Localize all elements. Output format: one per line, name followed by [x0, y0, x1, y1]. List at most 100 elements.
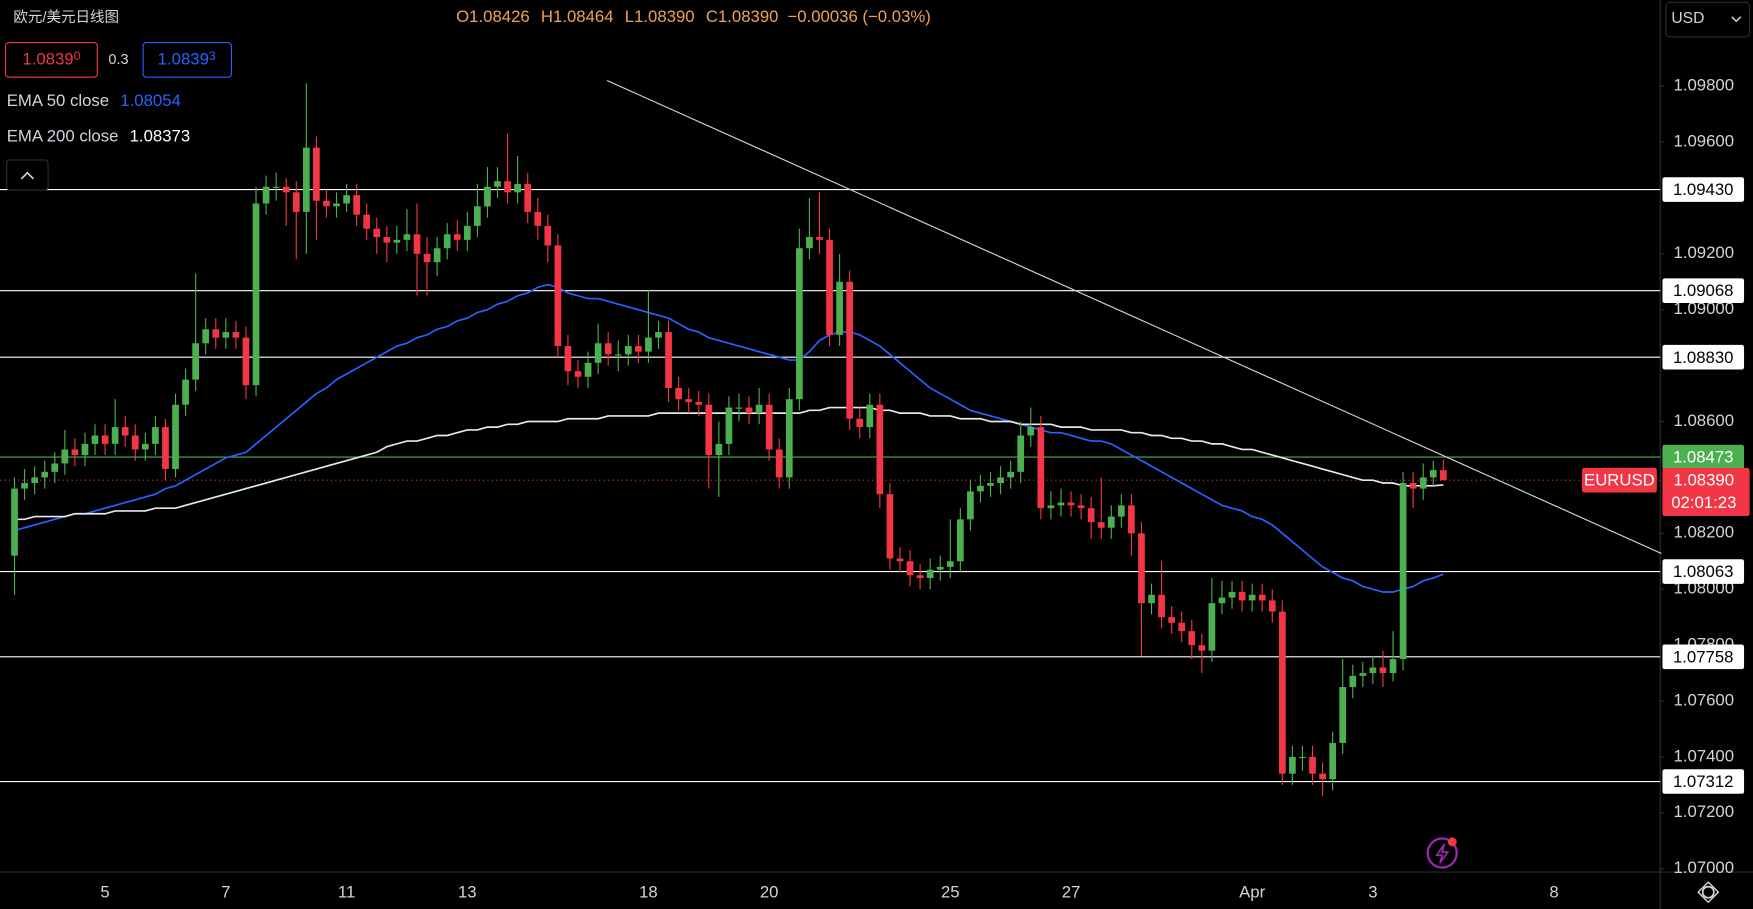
settings-frame[interactable] — [1697, 881, 1720, 904]
candle-body — [91, 435, 99, 444]
candle-body — [41, 471, 49, 478]
candle-body — [705, 404, 713, 456]
sell-price[interactable]: 1.08390 — [22, 49, 80, 69]
y-tick-label: 1.08600 — [1674, 411, 1735, 430]
candle-body — [1148, 594, 1155, 604]
collapse-button[interactable] — [6, 159, 49, 191]
candle-body — [635, 346, 642, 352]
last-price-label: 1.08390 — [1674, 471, 1735, 490]
candle-body — [1097, 522, 1105, 528]
candle-body — [926, 569, 934, 579]
currency[interactable]: USD — [1671, 10, 1704, 27]
ema200-value: 1.08373 — [130, 127, 191, 146]
candle-body — [816, 237, 823, 240]
candle-body — [343, 195, 350, 204]
candle-body — [1077, 505, 1085, 509]
x-tick-label: 5 — [100, 883, 109, 902]
candle-body — [846, 281, 854, 419]
ohlc-readout: O1.08426 H1.08464 L1.08390 C1.08390 −0.00036… — [456, 7, 931, 26]
settings-icon[interactable] — [1701, 885, 1715, 899]
candle-body — [1258, 594, 1266, 601]
candle-body — [695, 401, 703, 405]
candles — [11, 83, 1447, 797]
candle-body — [222, 332, 230, 338]
candle-body — [1238, 592, 1246, 601]
candle-body — [1329, 742, 1336, 780]
candle-body — [61, 449, 69, 464]
candle-body — [1087, 508, 1095, 523]
candle-body — [1379, 667, 1387, 674]
ohlc-key: C — [706, 7, 718, 26]
candle-body — [51, 463, 59, 472]
candle-body — [645, 337, 652, 352]
candle-body — [1339, 687, 1347, 743]
sell-box[interactable] — [5, 41, 98, 78]
candle-body — [413, 234, 421, 254]
candle-body — [967, 491, 974, 520]
candle-body — [21, 483, 28, 489]
candle-body — [433, 248, 441, 263]
candle-body — [1409, 483, 1417, 489]
level-label: 1.07758 — [1673, 647, 1734, 666]
candle-body — [1218, 597, 1226, 604]
ema200-name: EMA 200 close — [7, 127, 119, 146]
candle-body — [292, 192, 300, 212]
candle-body — [1349, 675, 1357, 688]
notification-dot — [1447, 837, 1457, 847]
ema200-legend: EMA 200 close 1.08373 — [7, 127, 190, 146]
candle-body — [977, 485, 984, 492]
level-label: 1.09068 — [1673, 281, 1734, 300]
symbol-box — [1581, 467, 1657, 493]
candle-body — [866, 404, 874, 428]
candle-body — [131, 435, 139, 450]
candle-body — [1429, 470, 1437, 478]
y-tick-label: 1.08200 — [1674, 523, 1735, 542]
candle-body — [443, 234, 451, 249]
ohlc-value: 1.08426 — [469, 7, 530, 26]
candle-body — [192, 343, 200, 380]
candle-body — [71, 449, 79, 456]
candle-body — [1138, 533, 1145, 604]
candle-body — [655, 332, 662, 338]
candle-body — [1289, 756, 1296, 774]
lightning-button[interactable] — [1426, 837, 1458, 869]
ema50-name: EMA 50 close — [7, 91, 109, 110]
candle-body — [1128, 505, 1135, 534]
level-label-box — [1662, 278, 1745, 304]
candle-body — [333, 203, 340, 207]
level-label-box — [1662, 444, 1745, 470]
collapse-icon[interactable] — [20, 171, 35, 180]
buy-pip[interactable]: 3 — [209, 49, 216, 63]
lightning-icon[interactable] — [1434, 843, 1450, 864]
candle-body — [152, 427, 159, 444]
candle-body — [1027, 427, 1035, 436]
candle-body — [1037, 427, 1045, 509]
ema50-legend: EMA 50 close 1.08054 — [7, 91, 181, 110]
candle-body — [1268, 600, 1276, 612]
candle-body — [936, 566, 944, 570]
ohlc-value: 1.08390 — [718, 7, 779, 26]
buy-main[interactable]: 1.0839 — [158, 50, 209, 69]
buy-box[interactable] — [142, 41, 232, 78]
candle-body — [11, 488, 18, 556]
candle-body — [232, 332, 240, 338]
x-tick-label: 7 — [221, 883, 230, 902]
candle-body — [494, 181, 501, 187]
candle-body — [182, 379, 189, 405]
candle-body — [584, 362, 592, 377]
candle-body — [302, 147, 310, 212]
level-label: 1.07312 — [1673, 772, 1734, 791]
currency-select[interactable] — [1665, 1, 1751, 38]
candle-body — [735, 407, 743, 409]
candle-body — [675, 387, 682, 400]
sell-main[interactable]: 1.0839 — [22, 50, 73, 69]
sell-pip[interactable]: 0 — [74, 49, 81, 63]
candle-body — [1057, 502, 1065, 506]
buy-price[interactable]: 1.08393 — [158, 49, 216, 69]
candle-body — [353, 195, 360, 215]
candle-body — [202, 329, 210, 344]
candle-body — [383, 237, 391, 243]
dropdown-icon[interactable] — [1731, 16, 1742, 23]
level-label: 1.09430 — [1673, 180, 1734, 199]
candle-body — [1017, 435, 1025, 472]
